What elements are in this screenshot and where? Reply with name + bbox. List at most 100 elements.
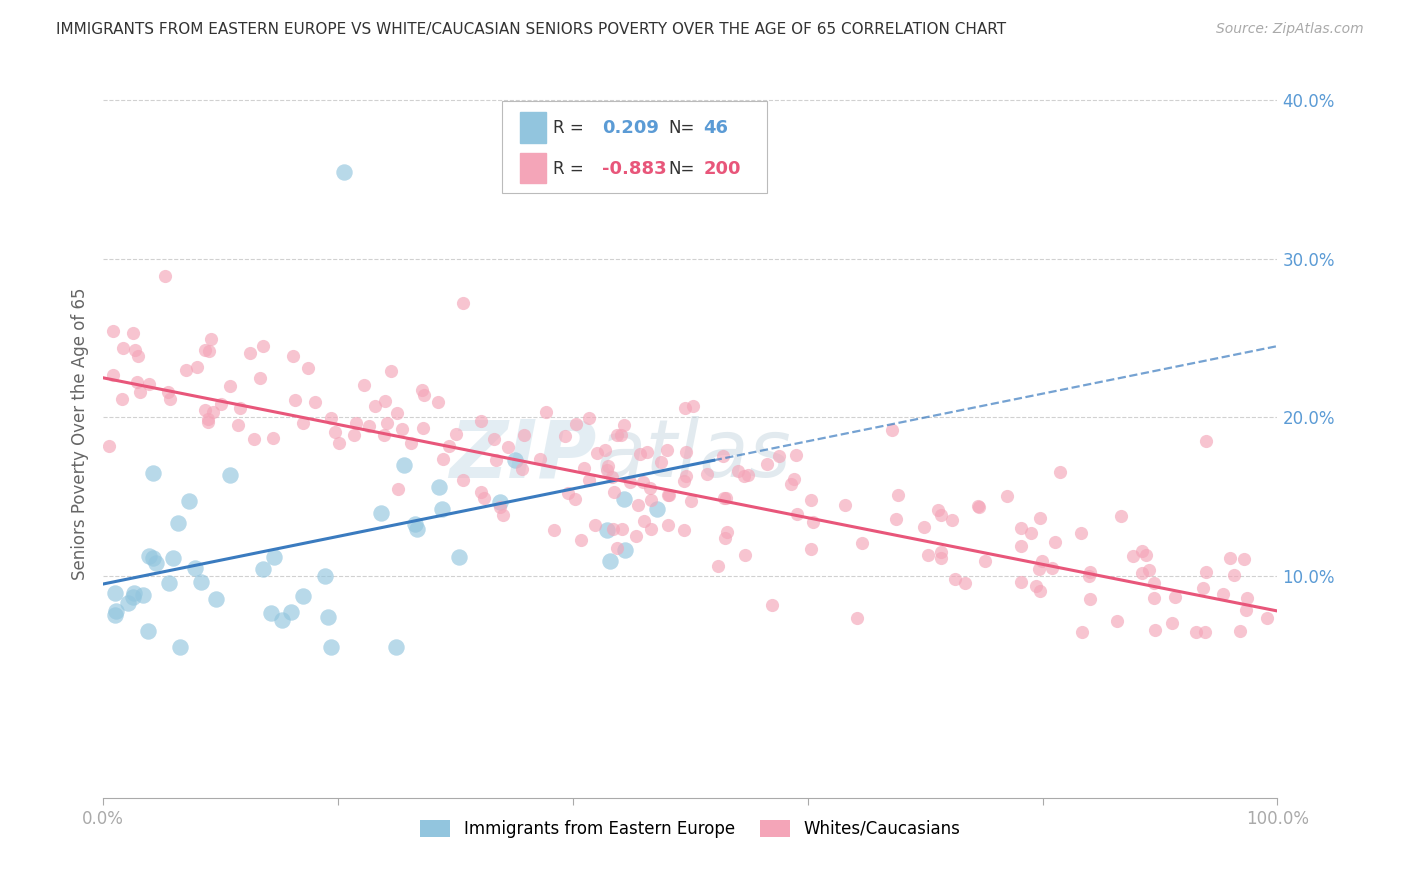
Point <box>353 378 375 392</box>
Point <box>606 427 628 442</box>
Point <box>657 517 679 532</box>
Point <box>510 462 533 476</box>
Point <box>121 326 143 340</box>
Point <box>489 495 512 509</box>
Point <box>281 349 304 363</box>
Point <box>194 403 217 417</box>
Point <box>557 486 579 500</box>
Point <box>1029 511 1052 525</box>
Point <box>707 559 730 574</box>
Point <box>529 452 551 467</box>
Point <box>612 522 634 536</box>
Point <box>716 525 738 540</box>
Point <box>1070 526 1092 541</box>
Point <box>125 375 148 389</box>
Point <box>184 560 207 574</box>
Point <box>1143 623 1166 637</box>
Point <box>1185 624 1208 639</box>
Point <box>470 485 492 500</box>
Point <box>713 491 735 505</box>
Point <box>427 480 450 494</box>
Point <box>554 429 576 443</box>
Point <box>1109 508 1132 523</box>
Point <box>1010 574 1032 589</box>
Text: ZIP: ZIP <box>449 417 596 494</box>
Point <box>437 439 460 453</box>
Point <box>640 522 662 536</box>
Point <box>291 589 314 603</box>
Point <box>1232 552 1254 566</box>
Point <box>166 516 188 531</box>
Y-axis label: Seniors Poverty Over the Age of 65: Seniors Poverty Over the Age of 65 <box>72 287 89 580</box>
Point <box>714 531 737 545</box>
Point <box>1143 576 1166 591</box>
Point <box>394 458 416 472</box>
Point <box>243 433 266 447</box>
Point <box>640 492 662 507</box>
Point <box>929 508 952 522</box>
Point <box>142 551 165 566</box>
Point <box>104 586 127 600</box>
Point <box>603 485 626 500</box>
Point <box>138 377 160 392</box>
Point <box>194 343 217 357</box>
Point <box>447 549 470 564</box>
Point <box>239 345 262 359</box>
Point <box>444 427 467 442</box>
Point <box>626 529 648 543</box>
Point <box>602 522 624 536</box>
Point <box>364 399 387 413</box>
Point <box>929 550 952 565</box>
Point <box>492 508 515 522</box>
Point <box>650 455 672 469</box>
Point <box>453 295 475 310</box>
Legend: Immigrants from Eastern Europe, Whites/Caucasians: Immigrants from Eastern Europe, Whites/C… <box>413 813 967 845</box>
Point <box>451 473 474 487</box>
Point <box>323 425 346 439</box>
Point <box>1161 616 1184 631</box>
Point <box>756 457 779 471</box>
Point <box>887 488 910 502</box>
Point <box>613 491 636 506</box>
Point <box>596 463 619 477</box>
Text: R =: R = <box>553 160 589 178</box>
Point <box>543 524 565 538</box>
Text: R =: R = <box>553 120 589 137</box>
Point <box>404 516 426 531</box>
Point <box>1195 565 1218 579</box>
Point <box>472 491 495 506</box>
Point <box>385 640 408 655</box>
Point <box>314 569 336 583</box>
Point <box>628 447 651 461</box>
Point <box>101 324 124 338</box>
Point <box>200 332 222 346</box>
Bar <box>520 153 546 184</box>
Point <box>1077 569 1099 583</box>
Point <box>357 419 380 434</box>
Point <box>263 550 285 565</box>
Point <box>197 412 219 426</box>
Text: Source: ZipAtlas.com: Source: ZipAtlas.com <box>1216 22 1364 37</box>
Point <box>917 548 939 562</box>
Point <box>1010 521 1032 535</box>
Point <box>156 384 179 399</box>
Point <box>169 640 191 655</box>
Point <box>734 549 756 563</box>
Point <box>401 436 423 450</box>
Point <box>1135 549 1157 563</box>
Point <box>1229 624 1251 639</box>
Point <box>593 443 616 458</box>
Point <box>284 392 307 407</box>
Point <box>633 514 655 528</box>
Point <box>598 458 620 473</box>
Text: 46: 46 <box>703 120 728 137</box>
Point <box>1010 539 1032 553</box>
Point <box>1234 603 1257 617</box>
Point <box>405 522 427 536</box>
Point <box>673 523 696 537</box>
Point <box>785 448 807 462</box>
Point <box>370 506 392 520</box>
Point <box>333 164 356 178</box>
Point <box>482 432 505 446</box>
Point <box>201 405 224 419</box>
